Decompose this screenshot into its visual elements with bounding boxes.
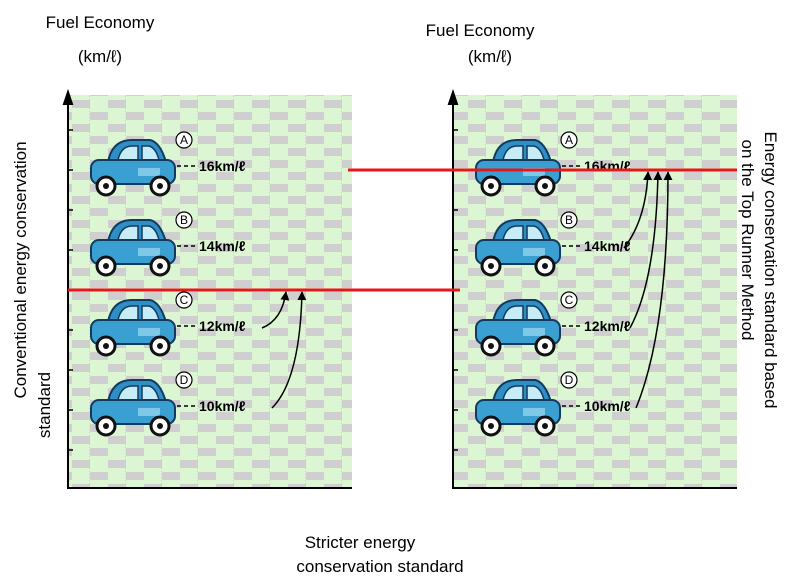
side-label: on the Top Runner Method (738, 140, 757, 341)
car-fuel-value: 14km/ℓ (584, 238, 631, 254)
side-label: standard (35, 372, 54, 438)
axis-arrow (449, 92, 457, 104)
side-label: Conventional energy conservation (11, 141, 30, 398)
axis-arrow (64, 92, 72, 104)
axis-title: Fuel Economy (46, 13, 155, 32)
car-letter: D (180, 373, 189, 387)
car-letter: B (180, 213, 188, 227)
car-fuel-value: 16km/ℓ (199, 158, 246, 174)
car-fuel-value: 12km/ℓ (584, 318, 631, 334)
bottom-label: Stricter energy (305, 533, 416, 552)
car-fuel-value: 14km/ℓ (199, 238, 246, 254)
car-fuel-value: 16km/ℓ (584, 158, 631, 174)
side-label: Energy conservation standard based (761, 132, 780, 409)
car-fuel-value: 10km/ℓ (199, 398, 246, 414)
axis-unit: (km/ℓ) (78, 47, 122, 66)
car-fuel-value: 10km/ℓ (584, 398, 631, 414)
car-letter: A (565, 133, 573, 147)
bottom-label: conservation standard (296, 557, 463, 576)
car-letter: B (565, 213, 573, 227)
car-fuel-value: 12km/ℓ (199, 318, 246, 334)
car-letter: C (565, 293, 574, 307)
car-letter: A (180, 133, 188, 147)
axis-title: Fuel Economy (426, 21, 535, 40)
diagram: Fuel Economy (km/ℓ) Fuel Economy (km/ℓ) … (0, 0, 792, 578)
car-letter: C (180, 293, 189, 307)
axis-unit: (km/ℓ) (468, 47, 512, 66)
car-letter: D (565, 373, 574, 387)
